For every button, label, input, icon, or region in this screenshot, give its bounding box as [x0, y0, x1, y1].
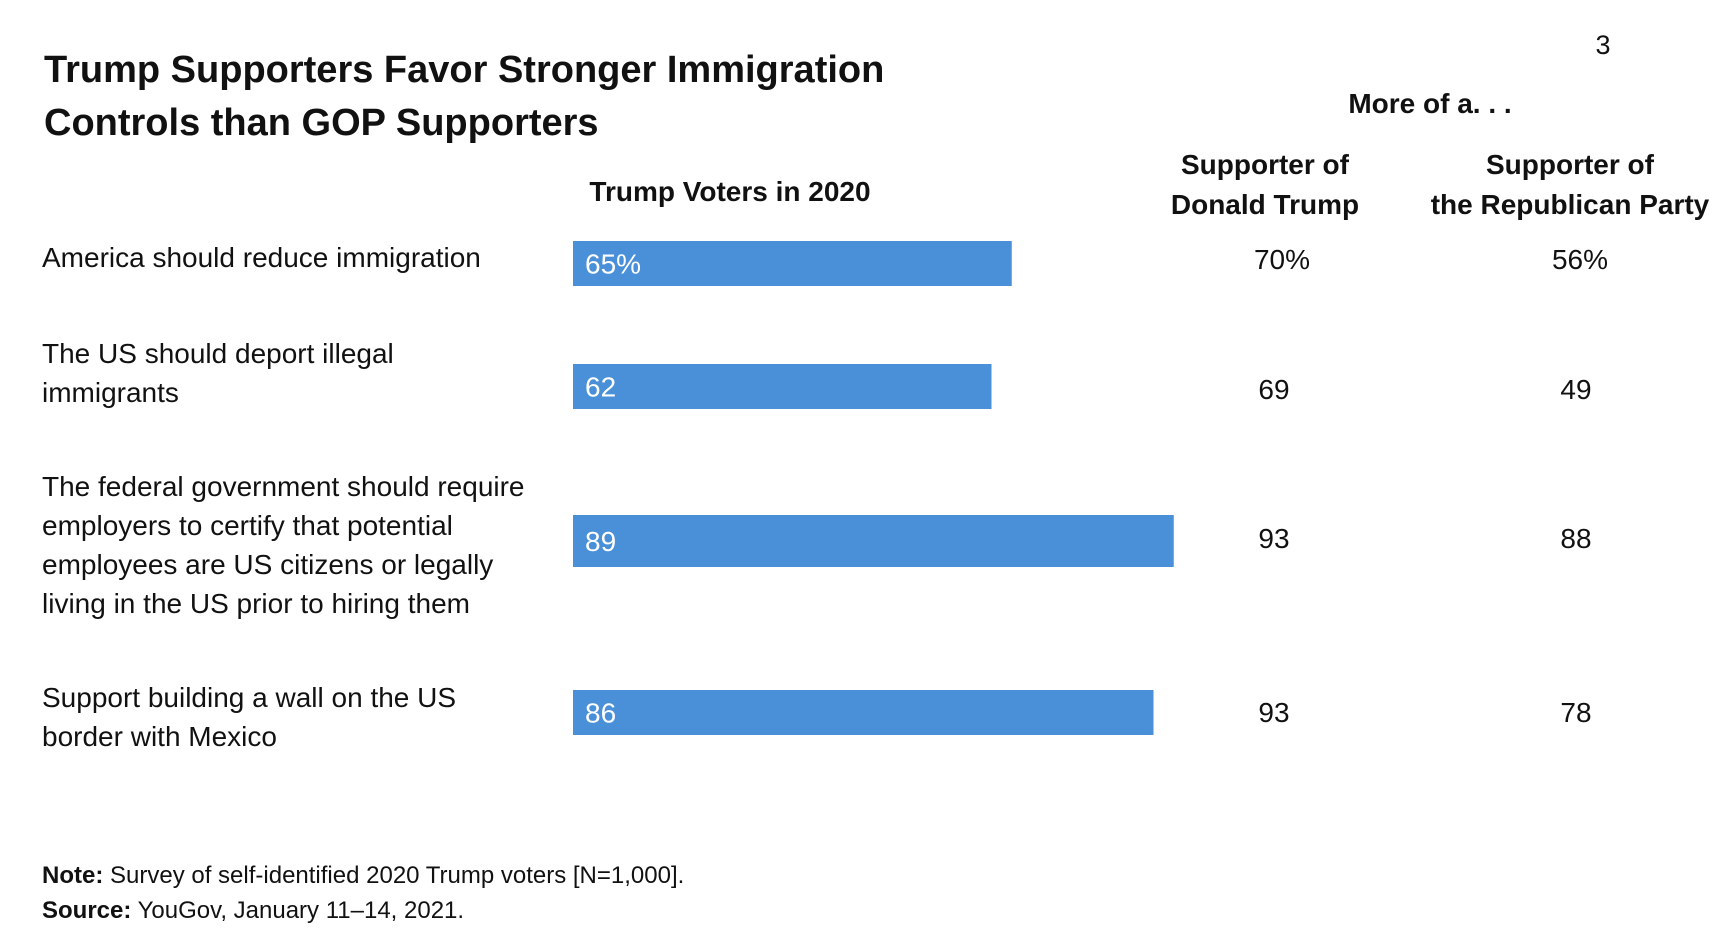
note-text: Survey of self-identified 2020 Trump vot… — [103, 862, 685, 889]
gop-supporter-value: 78 — [1560, 697, 1592, 728]
bar-1 — [573, 241, 1012, 286]
row-label-reduce-immigration: America should reduce immigration — [42, 238, 582, 277]
row-label-line: Support building a wall on the US — [42, 682, 457, 713]
trump-supporter-value: 69 — [1258, 374, 1290, 405]
row-label-line: employees are US citizens or legally — [42, 549, 494, 580]
column-header-trump-supporter: Supporter of Donald Trump — [1150, 145, 1380, 225]
title-line-1: Trump Supporters Favor Stronger Immigrat… — [44, 49, 885, 91]
column-header-trump-line-2: Donald Trump — [1170, 189, 1360, 220]
page-number: 3 — [1595, 30, 1611, 60]
note-label: Note: — [42, 862, 104, 889]
bar-3 — [573, 515, 1174, 567]
trump-supporter-value: 93 — [1258, 697, 1290, 728]
column-header-trump-line-1: Supporter of — [1181, 149, 1349, 180]
column-header-gop-supporter: Supporter of the Republican Party — [1420, 145, 1720, 225]
chart-title: Trump Supporters Favor Stronger Immigrat… — [44, 44, 944, 150]
row-label-line: border with Mexico — [42, 721, 277, 752]
bar-column-header: Trump Voters in 2020 — [589, 176, 871, 207]
note-line: Note: Survey of self-identified 2020 Tru… — [42, 858, 684, 893]
bar-value-label-4: 86 — [585, 698, 616, 729]
row-label-line: immigrants — [42, 377, 179, 408]
column-header-gop-line-1: Supporter of — [1486, 149, 1654, 180]
trump-supporter-value: 93 — [1258, 523, 1290, 554]
column-header-gop-line-2: the Republican Party — [1430, 189, 1710, 220]
bar-value-label-1: 65% — [585, 249, 641, 280]
source-label: Source: — [42, 897, 132, 924]
gop-supporter-value: 49 — [1560, 374, 1592, 405]
more-of-header: More of a. . . — [1348, 88, 1512, 119]
title-line-2: Controls than GOP Supporters — [44, 102, 599, 144]
bar-value-label-2: 62 — [585, 372, 616, 403]
row-label-certify-employees: The federal government should require em… — [42, 467, 582, 623]
row-label-border-wall: Support building a wall on the US border… — [42, 678, 582, 756]
row-label-line: America should reduce immigration — [42, 242, 481, 273]
bar-4 — [573, 690, 1154, 735]
row-label-line: living in the US prior to hiring them — [42, 588, 470, 619]
gop-supporter-value: 88 — [1560, 523, 1592, 554]
source-text: YouGov, January 11–14, 2021. — [131, 897, 465, 924]
row-label-line: The federal government should require — [42, 471, 525, 502]
bar-2 — [573, 364, 992, 409]
trump-supporter-value: 70% — [1253, 244, 1311, 275]
row-label-line: The US should deport illegal — [42, 338, 394, 369]
source-line: Source: YouGov, January 11–14, 2021. — [42, 893, 684, 928]
gop-supporter-value: 56% — [1551, 244, 1609, 275]
footnote: Note: Survey of self-identified 2020 Tru… — [42, 858, 684, 928]
bar-value-label-3: 89 — [585, 526, 616, 557]
row-label-deport: The US should deport illegal immigrants — [42, 334, 582, 412]
row-label-line: employers to certify that potential — [42, 510, 453, 541]
